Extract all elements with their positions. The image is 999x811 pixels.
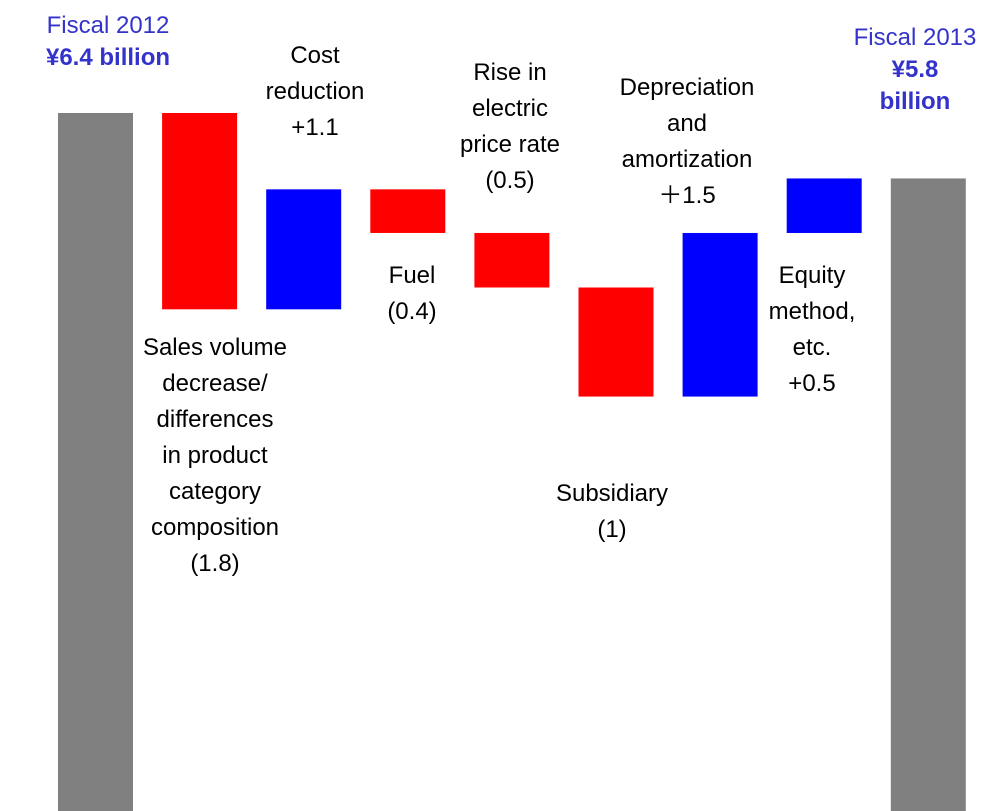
decrease-bar: [578, 287, 654, 397]
end-label: Fiscal 2013 ¥5.8 billion: [830, 22, 999, 118]
value-label: (0.5): [485, 167, 535, 194]
total-bar: [58, 113, 133, 811]
total-name: Fiscal 2013: [853, 24, 977, 51]
step-label: Cost reduction +1.1: [245, 38, 385, 146]
step-label: Rise in electric price rate (0.5): [435, 55, 585, 199]
total-value: ¥6.4 billion: [45, 44, 171, 71]
decrease-bar: [370, 189, 446, 233]
value-label: (1): [597, 516, 627, 543]
category-name: Depreciation and amortization: [619, 74, 755, 173]
category-name: Subsidiary: [555, 480, 669, 507]
value-label: +1.1: [291, 114, 339, 141]
value-label: ＋1.5: [658, 182, 716, 209]
step-label: Depreciation and amortization ＋1.5: [587, 70, 787, 214]
category-name: Sales volume decrease/ differences in pr…: [142, 334, 288, 541]
step-label: Equity method, etc. +0.5: [747, 258, 877, 402]
total-value: ¥5.8 billion: [879, 56, 951, 115]
decrease-bar: [474, 232, 550, 288]
total-bar: [890, 178, 966, 811]
category-name: Fuel: [388, 262, 436, 289]
step-label: Fuel (0.4): [362, 258, 462, 330]
category-name: Equity method, etc.: [768, 262, 856, 361]
category-name: Cost reduction: [265, 42, 365, 105]
step-label: Sales volume decrease/ differences in pr…: [115, 330, 315, 582]
decrease-bar: [162, 113, 238, 310]
increase-bar: [682, 232, 758, 397]
step-label: Subsidiary (1): [532, 476, 692, 548]
start-label: Fiscal 2012 ¥6.4 billion: [8, 10, 208, 74]
category-name: Rise in electric price rate: [459, 59, 561, 158]
increase-bar: [786, 178, 862, 233]
increase-bar: [266, 189, 342, 310]
total-name: Fiscal 2012: [46, 12, 170, 39]
value-label: (0.4): [387, 298, 437, 325]
value-label: (1.8): [190, 550, 240, 577]
value-label: +0.5: [788, 370, 836, 397]
